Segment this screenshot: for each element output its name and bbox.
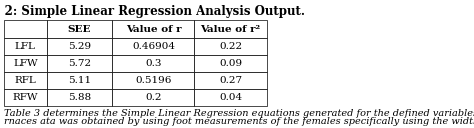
Text: Table 3 determines the Simple Linear Regression equations generated for the defi: Table 3 determines the Simple Linear Reg…	[4, 109, 474, 118]
Text: rnaces ata was obtained by using foot measurements of the females specifically u: rnaces ata was obtained by using foot me…	[4, 117, 474, 126]
Text: Table 2: Simple Linear Regression Analysis Output.: Table 2: Simple Linear Regression Analys…	[0, 5, 305, 18]
